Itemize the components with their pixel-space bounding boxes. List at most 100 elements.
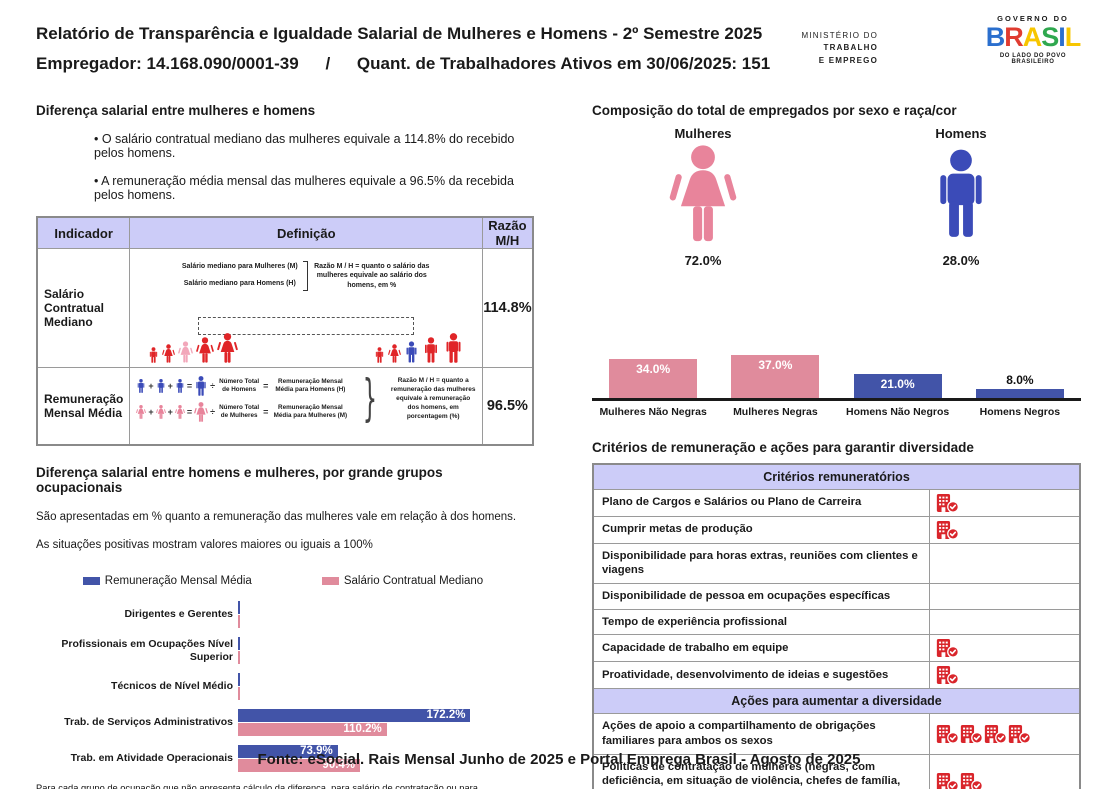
brasil-letter: R [1004, 22, 1023, 52]
brasil-letter: A [1022, 22, 1042, 52]
comp-bar: 21.0% [853, 373, 942, 398]
women-percentage: 72.0% [684, 253, 722, 268]
occ-bar-value: 90.4% [322, 759, 356, 772]
occ-bar: 110.2% [238, 723, 387, 737]
criteria-row: Disponibilidade de pessoa em ocupações e… [592, 582, 1081, 610]
ministry-line2: TRABALHO [823, 43, 878, 53]
women-label: Mulheres [674, 126, 732, 141]
brace-shape: } [363, 369, 378, 428]
median-women-line: Salário mediano para Mulheres (M) [181, 263, 298, 270]
indicator-name: Salário Contratual Mediano [36, 248, 131, 368]
occ-category-label: Trab. de Serviços Administrativos [64, 716, 233, 729]
criteria-table: Critérios remuneratórios Plano de Cargos … [592, 463, 1081, 789]
section-title-occupational: Diferença salarial entre homens e mulher… [36, 465, 443, 496]
women-divisor-label: Número Total de Mulheres [219, 403, 260, 419]
comp-chart-column: 21.0% [837, 373, 959, 398]
woman-icon [162, 344, 175, 363]
criteria-group-row: Critérios remuneratórios [592, 463, 1081, 490]
comp-category-label: Homens Negros [979, 406, 1061, 418]
criteria-label: Proatividade, desenvolvimento de ideias … [592, 661, 930, 690]
comp-bar-value: 37.0% [758, 358, 793, 373]
building-check-icon [936, 665, 959, 685]
gov-brasil-logo: GOVERNO DO BRASIL DO LADO DO POVO BRASIL… [978, 14, 1088, 65]
comp-chart-column: 8.0% [959, 373, 1081, 398]
woman-icon [194, 402, 208, 422]
employer-id: Empregador: 14.168.090/0001-39 [36, 54, 299, 73]
criteria-label: Ações de apoio a compartilhamento de obr… [592, 713, 930, 755]
gov-logo-bottom: DO LADO DO POVO BRASILEIRO [999, 53, 1067, 66]
bullet-median-salary: O salário contratual mediano das mulhere… [94, 132, 530, 160]
brasil-letter: L [1064, 22, 1081, 52]
criteria-icons-cell [928, 634, 1081, 663]
occ-bar [238, 637, 240, 651]
definition-cell: Salário mediano para Mulheres (M) Salári… [129, 248, 484, 368]
man-icon [156, 379, 166, 393]
woman-icon [196, 337, 214, 363]
man-icon [175, 379, 185, 393]
legend-item: Salário Contratual Mediano [321, 575, 483, 587]
building-check-icon [960, 724, 983, 744]
comp-bar-value: 34.0% [636, 361, 671, 376]
criteria-icons-cell [928, 542, 1081, 584]
occ-category-label: Dirigentes e Gerentes [124, 608, 233, 621]
criteria-row: Capacidade de trabalho em equipe [592, 634, 1081, 663]
men-figure-block: Homens 28.0% [906, 126, 1016, 268]
woman-icon [136, 405, 146, 419]
criteria-label: Disponibilidade de pessoa em ocupações e… [592, 582, 930, 610]
section-title-salary-difference: Diferença salarial entre mulheres e home… [36, 103, 316, 118]
criteria-label: Políticas de contratação de mulheres (ne… [592, 753, 930, 789]
criteria-group-row: Ações para aumentar a diversidade [592, 688, 1081, 715]
women-group-pictogram [148, 333, 238, 363]
woman-icon [178, 341, 193, 363]
active-workers: Quant. de Trabalhadores Ativos em 30/06/… [356, 54, 771, 73]
indicator-header: Indicador [36, 216, 131, 249]
women-figure-block: Mulheres 72.0% [648, 126, 758, 268]
occ-bar-group: 73.9% 90.4% [238, 745, 361, 773]
brasil-letter: S [1041, 22, 1059, 52]
criteria-row: Políticas de contratação de mulheres (ne… [592, 753, 1081, 789]
criteria-label: Tempo de experiência profissional [592, 608, 930, 636]
section-title-criteria: Critérios de remuneração e ações para ga… [592, 440, 974, 455]
brasil-logo-word: BRASIL [978, 23, 1088, 51]
occ-chart-row: Dirigentes e Gerentes [36, 601, 530, 629]
composition-axis: Mulheres Não Negras Mulheres Negras Homens… [592, 398, 1081, 418]
criteria-row: Proatividade, desenvolvimento de ideias … [592, 661, 1081, 690]
man-icon [404, 341, 419, 363]
women-result-label: Remuneração Mensal Média para Mulheres (… [273, 403, 348, 419]
occ-bar [238, 673, 240, 687]
definition-header: Definição [129, 216, 484, 249]
occ-bar [238, 601, 240, 615]
criteria-row: Tempo de experiência profissional [592, 608, 1081, 636]
ratio-header: Razão M/H [482, 216, 534, 249]
building-check-icon [936, 493, 959, 513]
salary-bullets: O salário contratual mediano das mulhere… [94, 132, 530, 202]
indicator-table: Indicador Definição Razão M/H Salário Co… [36, 216, 534, 447]
occ-bar: 73.9% [238, 745, 338, 759]
occupational-description: São apresentadas em % quanto a remuneraç… [36, 511, 517, 552]
occ-chart-row: Trab. em Atividade Operacionais 73.9% 90.4… [36, 745, 530, 773]
legend-label: Remuneração Mensal Média [104, 575, 252, 588]
bullet-average-pay: A remuneração média mensal das mulheres … [94, 174, 530, 202]
man-icon [374, 347, 385, 363]
occ-bar-value: 172.2% [426, 709, 466, 722]
man-icon [422, 337, 440, 363]
criteria-row: Cumprir metas de produção [592, 515, 1081, 544]
criteria-group-header: Critérios remuneratórios [592, 463, 1081, 490]
criteria-label: Disponibilidade para horas extras, reuni… [592, 542, 930, 584]
occ-bar-value: 110.2% [343, 723, 382, 736]
source-footer: Fonte: eSocial. Rais Mensal Junho de 202… [257, 751, 861, 768]
employer-line: Empregador: 14.168.090/0001-39 / Quant. … [36, 54, 770, 74]
report-title: Relatório de Transparência e Igualdade S… [36, 24, 763, 43]
dashed-connector [198, 316, 415, 335]
occupational-bar-chart: Dirigentes e Gerentes Profissionais em Oc… [36, 601, 530, 773]
occ-bar [238, 615, 240, 629]
ratio-explanation: Razão M / H = quanto o salário das mulhe… [314, 262, 430, 289]
woman-icon [156, 405, 166, 419]
gov-logo-top: GOVERNO DO [997, 14, 1069, 23]
criteria-label: Plano de Cargos e Salários ou Plano de C… [592, 488, 930, 517]
woman-icon [175, 405, 185, 419]
brasil-letter: I [1058, 22, 1065, 52]
ratio-explanation: Razão M / H = quanto a remuneração das m… [390, 376, 476, 421]
comp-chart-column: 34.0% [592, 358, 714, 398]
